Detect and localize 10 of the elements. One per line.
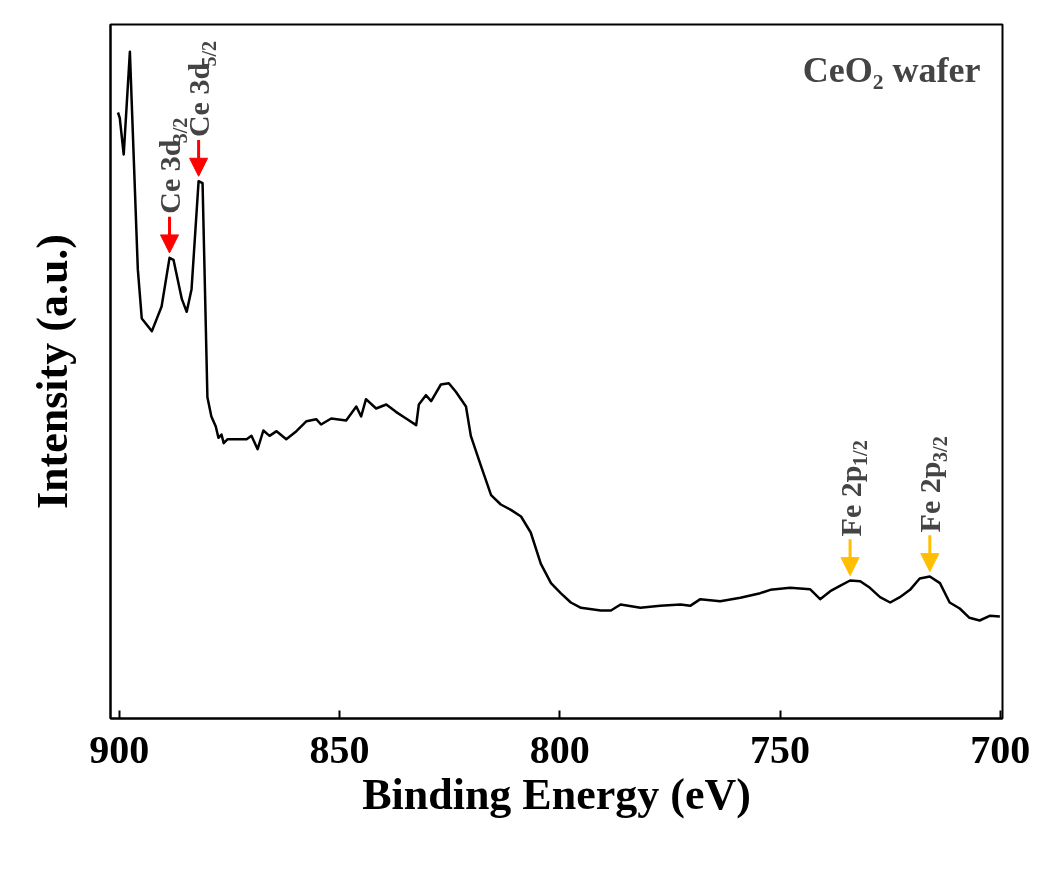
y-axis-title: Intensity (a.u.) — [27, 233, 77, 510]
x-tick-label: 750 — [750, 726, 811, 772]
x-tick-label: 800 — [529, 726, 590, 772]
x-tick-label: 900 — [89, 726, 150, 772]
annotation: Fe 2p1/2 — [833, 440, 872, 537]
x-tick-label: 850 — [309, 726, 370, 772]
x-axis-title: Binding Energy (eV) — [362, 769, 751, 819]
annotation: CeO₂ wafer — [802, 49, 981, 90]
annotation: Fe 2p3/2 — [913, 436, 951, 533]
x-tick-label: 700 — [970, 726, 1031, 772]
